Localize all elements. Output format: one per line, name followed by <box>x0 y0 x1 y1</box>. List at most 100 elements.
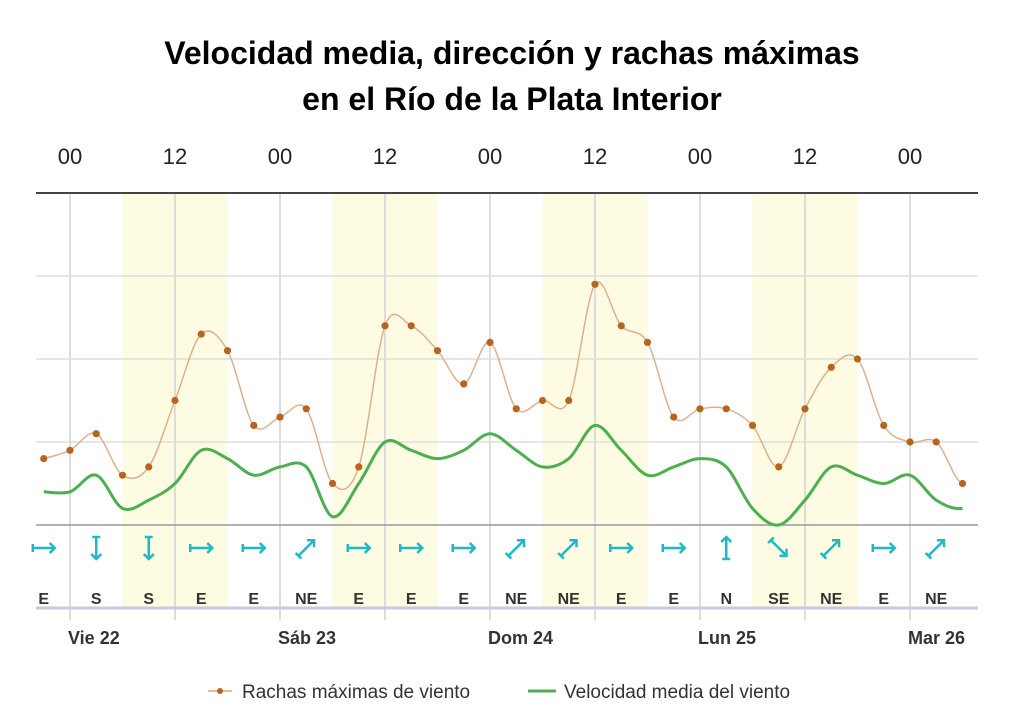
direction-label: E <box>353 591 364 608</box>
hour-axis-labels: 00 12 00 12 00 12 00 12 00 <box>58 144 922 169</box>
direction-label: N <box>720 591 732 608</box>
day-label: Mar 26 <box>908 628 965 648</box>
gust-point <box>617 322 625 330</box>
direction-label: E <box>616 591 627 608</box>
direction-label: E <box>458 591 469 608</box>
direction-label: NE <box>820 591 843 608</box>
mean-speed-line <box>43 423 963 527</box>
direction-arrow <box>142 535 155 561</box>
hour-label: 12 <box>373 144 397 169</box>
hour-label: 00 <box>268 144 292 169</box>
hour-label: 00 <box>688 144 712 169</box>
gust-point <box>565 396 573 405</box>
direction-arrow <box>661 542 687 554</box>
gust-point <box>276 413 284 421</box>
direction-label: E <box>406 591 417 608</box>
day-label: Lun 25 <box>698 628 756 648</box>
gust-point <box>722 405 730 413</box>
hour-label: 12 <box>163 144 187 169</box>
day-label: Sáb 23 <box>278 628 336 648</box>
gust-point <box>66 446 74 454</box>
gust-point <box>880 421 888 429</box>
direction-label: SE <box>768 591 790 608</box>
day-label: Dom 24 <box>488 628 553 648</box>
gust-point <box>801 405 809 413</box>
gust-point <box>381 322 389 330</box>
legend-gust-swatch-marker <box>217 688 223 694</box>
direction-arrow <box>720 535 733 561</box>
gust-point <box>250 421 258 429</box>
gust-point <box>985 455 992 462</box>
hour-label: 12 <box>793 144 817 169</box>
direction-arrow <box>557 538 578 560</box>
gust-point <box>486 338 494 346</box>
direction-arrow <box>294 538 316 560</box>
gust-point <box>670 413 678 421</box>
direction-label: S <box>91 591 102 608</box>
day-axis-labels: Vie 22 Sáb 23 Dom 24 Lun 25 Mar 26 <box>68 628 965 648</box>
chart-title-line-1: Velocidad media, dirección y rachas máxi… <box>164 35 859 71</box>
direction-label: E <box>196 591 207 608</box>
direction-arrow <box>346 542 372 554</box>
direction-arrow <box>241 542 267 554</box>
legend-gust-label: Rachas máximas de viento <box>242 682 470 703</box>
gust-point <box>145 463 153 471</box>
series-gusts <box>40 0 1018 491</box>
wind-direction-row: E S S E E NE E E E NE NE E E N SE NE E NE <box>31 535 948 608</box>
chart-grid <box>36 192 978 620</box>
gust-point <box>460 380 468 388</box>
gust-point <box>538 396 547 405</box>
series-mean-speed <box>43 423 963 527</box>
day-label: Vie 22 <box>68 628 120 648</box>
chart-legend: Rachas máximas de viento Velocidad media… <box>208 682 790 703</box>
direction-label: S <box>143 591 154 608</box>
direction-label: E <box>38 591 49 608</box>
gust-point <box>92 430 100 438</box>
direction-label: NE <box>558 591 581 608</box>
direction-arrow <box>451 542 477 554</box>
direction-arrow <box>767 536 788 558</box>
direction-arrow <box>819 538 841 560</box>
gust-point <box>118 471 127 479</box>
gust-point <box>906 438 914 446</box>
gust-point <box>1011 0 1018 4</box>
hour-label: 00 <box>898 144 922 169</box>
gust-point <box>643 338 652 346</box>
gust-point <box>223 347 232 355</box>
direction-arrow <box>871 542 897 554</box>
gust-point <box>827 363 835 371</box>
gust-point <box>433 347 442 355</box>
gust-point <box>958 479 967 488</box>
legend-mean-label: Velocidad media del viento <box>564 682 790 703</box>
direction-arrow <box>609 542 635 554</box>
direction-label: NE <box>295 591 318 608</box>
gust-point <box>407 322 415 330</box>
gust-point <box>853 355 862 363</box>
hour-label: 00 <box>478 144 502 169</box>
gust-point <box>197 330 205 338</box>
direction-arrow <box>189 542 215 554</box>
direction-label: E <box>878 591 889 608</box>
gust-point <box>171 396 179 405</box>
hour-label: 12 <box>583 144 607 169</box>
direction-label: E <box>248 591 259 608</box>
direction-arrow <box>90 535 103 561</box>
direction-arrow <box>504 538 526 560</box>
gust-point <box>748 421 757 429</box>
direction-label: NE <box>505 591 528 608</box>
gust-point <box>40 455 48 463</box>
gust-point <box>328 479 337 488</box>
gust-point <box>591 280 599 288</box>
direction-label: NE <box>925 591 948 608</box>
gust-point <box>302 405 310 413</box>
direction-arrow <box>924 538 946 560</box>
gust-point <box>696 405 704 413</box>
gust-point <box>512 405 520 413</box>
gust-point <box>932 438 940 446</box>
direction-arrow <box>31 542 57 554</box>
chart-title-line-2: en el Río de la Plata Interior <box>302 81 722 117</box>
hour-label: 00 <box>58 144 82 169</box>
gust-point <box>355 463 363 471</box>
gust-point <box>775 463 783 471</box>
